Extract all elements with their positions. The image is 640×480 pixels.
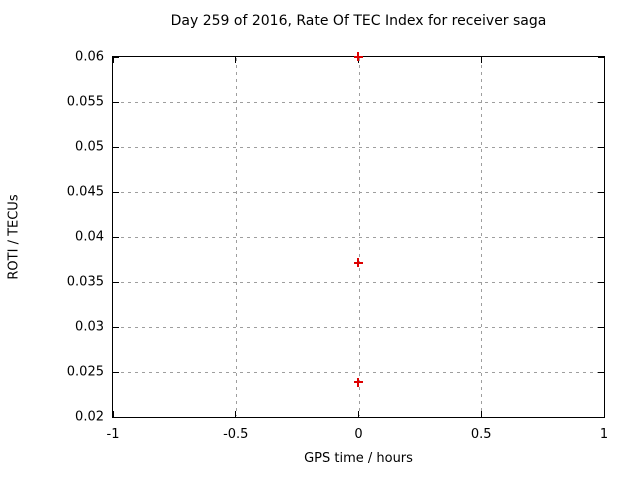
y-axis-label: ROTI / TECUs (6, 194, 22, 280)
gridline-vertical (481, 58, 483, 416)
y-tick-mark-right (598, 371, 604, 373)
y-tick-mark-right (598, 236, 604, 238)
gridline-vertical (358, 58, 360, 416)
y-tick-label: 0.03 (75, 319, 104, 335)
y-tick-mark-left (113, 416, 119, 418)
y-tick-mark-right (598, 56, 604, 58)
data-point-marker (353, 52, 363, 61)
y-tick-mark-left (113, 281, 119, 283)
x-tick-mark-bottom (112, 411, 114, 417)
y-tick-label: 0.06 (75, 49, 104, 65)
y-tick-mark-left (113, 101, 119, 103)
y-tick-mark-left (113, 56, 119, 58)
y-tick-label: 0.035 (66, 274, 104, 290)
x-tick-label: -0.5 (223, 427, 249, 442)
marker-bar-v (357, 258, 359, 268)
y-tick-label: 0.04 (75, 229, 104, 245)
y-tick-mark-right (598, 416, 604, 418)
plot-area: 0.02 0.025 0.03 0.035 0.04 0.045 0.05 0.055 0.06… (67, 50, 608, 443)
x-tick-mark-bottom (603, 411, 605, 417)
data-point-marker (353, 377, 363, 387)
x-tick-label: -1 (106, 427, 120, 442)
x-tick-mark-bottom (480, 411, 482, 417)
y-tick-label: 0.025 (66, 364, 104, 380)
data-point-marker (353, 258, 363, 268)
x-tick-mark-bottom (358, 411, 359, 417)
y-tick-label: 0.045 (66, 184, 104, 200)
y-tick-mark-left (113, 236, 119, 238)
y-tick-mark-left (113, 371, 119, 373)
y-tick-mark-right (598, 191, 604, 193)
x-tick-mark-top (480, 57, 482, 63)
y-tick-label: 0.02 (75, 409, 104, 425)
gridline-vertical (235, 58, 237, 416)
x-tick-mark-top (235, 57, 237, 63)
chart-title: Day 259 of 2016, Rate Of TEC Index for r… (170, 13, 547, 29)
x-tick-label: 0 (354, 427, 363, 442)
y-tick-label: 0.055 (66, 94, 104, 110)
marker-bar-v (357, 377, 359, 387)
x-tick-mark-top (603, 57, 605, 63)
y-tick-label: 0.05 (75, 139, 104, 155)
y-tick-mark-left (113, 191, 119, 193)
x-tick-label: 1 (599, 427, 609, 442)
y-tick-mark-right (598, 281, 604, 283)
y-tick-mark-right (598, 326, 604, 328)
y-tick-mark-left (113, 146, 119, 148)
x-axis-label: GPS time / hours (304, 451, 413, 466)
x-tick-mark-top (112, 57, 114, 63)
y-tick-mark-right (598, 146, 604, 148)
x-tick-mark-bottom (235, 411, 237, 417)
marker-bar-v (357, 52, 359, 61)
x-tick-label: 0.5 (470, 427, 492, 442)
y-tick-mark-left (113, 326, 119, 328)
y-tick-mark-right (598, 101, 604, 103)
